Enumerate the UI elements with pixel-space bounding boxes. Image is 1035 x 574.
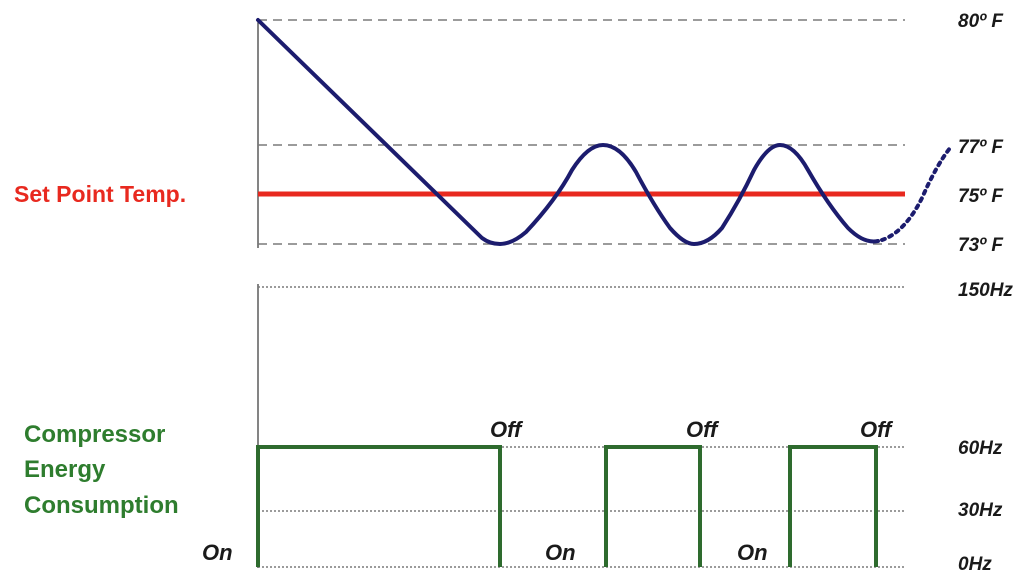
temperature-curve [256, 18, 880, 246]
compressor-label-line-1: Compressor [24, 421, 165, 448]
tick-label-0hz: 0Hz [958, 554, 992, 574]
tick-label-30hz: 30Hz [958, 500, 1003, 521]
on-label-1: On [202, 540, 233, 565]
set-point-label: Set Point Temp. [14, 181, 186, 207]
temperature-trend-dotted [880, 146, 952, 242]
compressor-panel: Compressor Energy Consumption On Off On … [24, 280, 1013, 574]
off-label-3: Off [860, 417, 894, 442]
compressor-label-line-3: Consumption [24, 492, 179, 519]
tick-label-77f: 77º F [958, 137, 1004, 158]
tick-label-73f: 73º F [958, 235, 1004, 256]
tick-label-60hz: 60Hz [958, 438, 1003, 459]
off-label-2: Off [686, 417, 720, 442]
off-label-1: Off [490, 417, 524, 442]
tick-label-150hz: 150Hz [958, 280, 1013, 301]
compressor-trace [256, 445, 878, 567]
temperature-panel: Set Point Temp. 80º F 77º F 75º F 73º F [14, 11, 1004, 256]
on-label-3: On [737, 540, 768, 565]
tick-label-75f: 75º F [958, 186, 1004, 207]
compressor-label-line-2: Energy [24, 456, 106, 483]
tick-label-80f: 80º F [958, 11, 1004, 32]
on-label-2: On [545, 540, 576, 565]
